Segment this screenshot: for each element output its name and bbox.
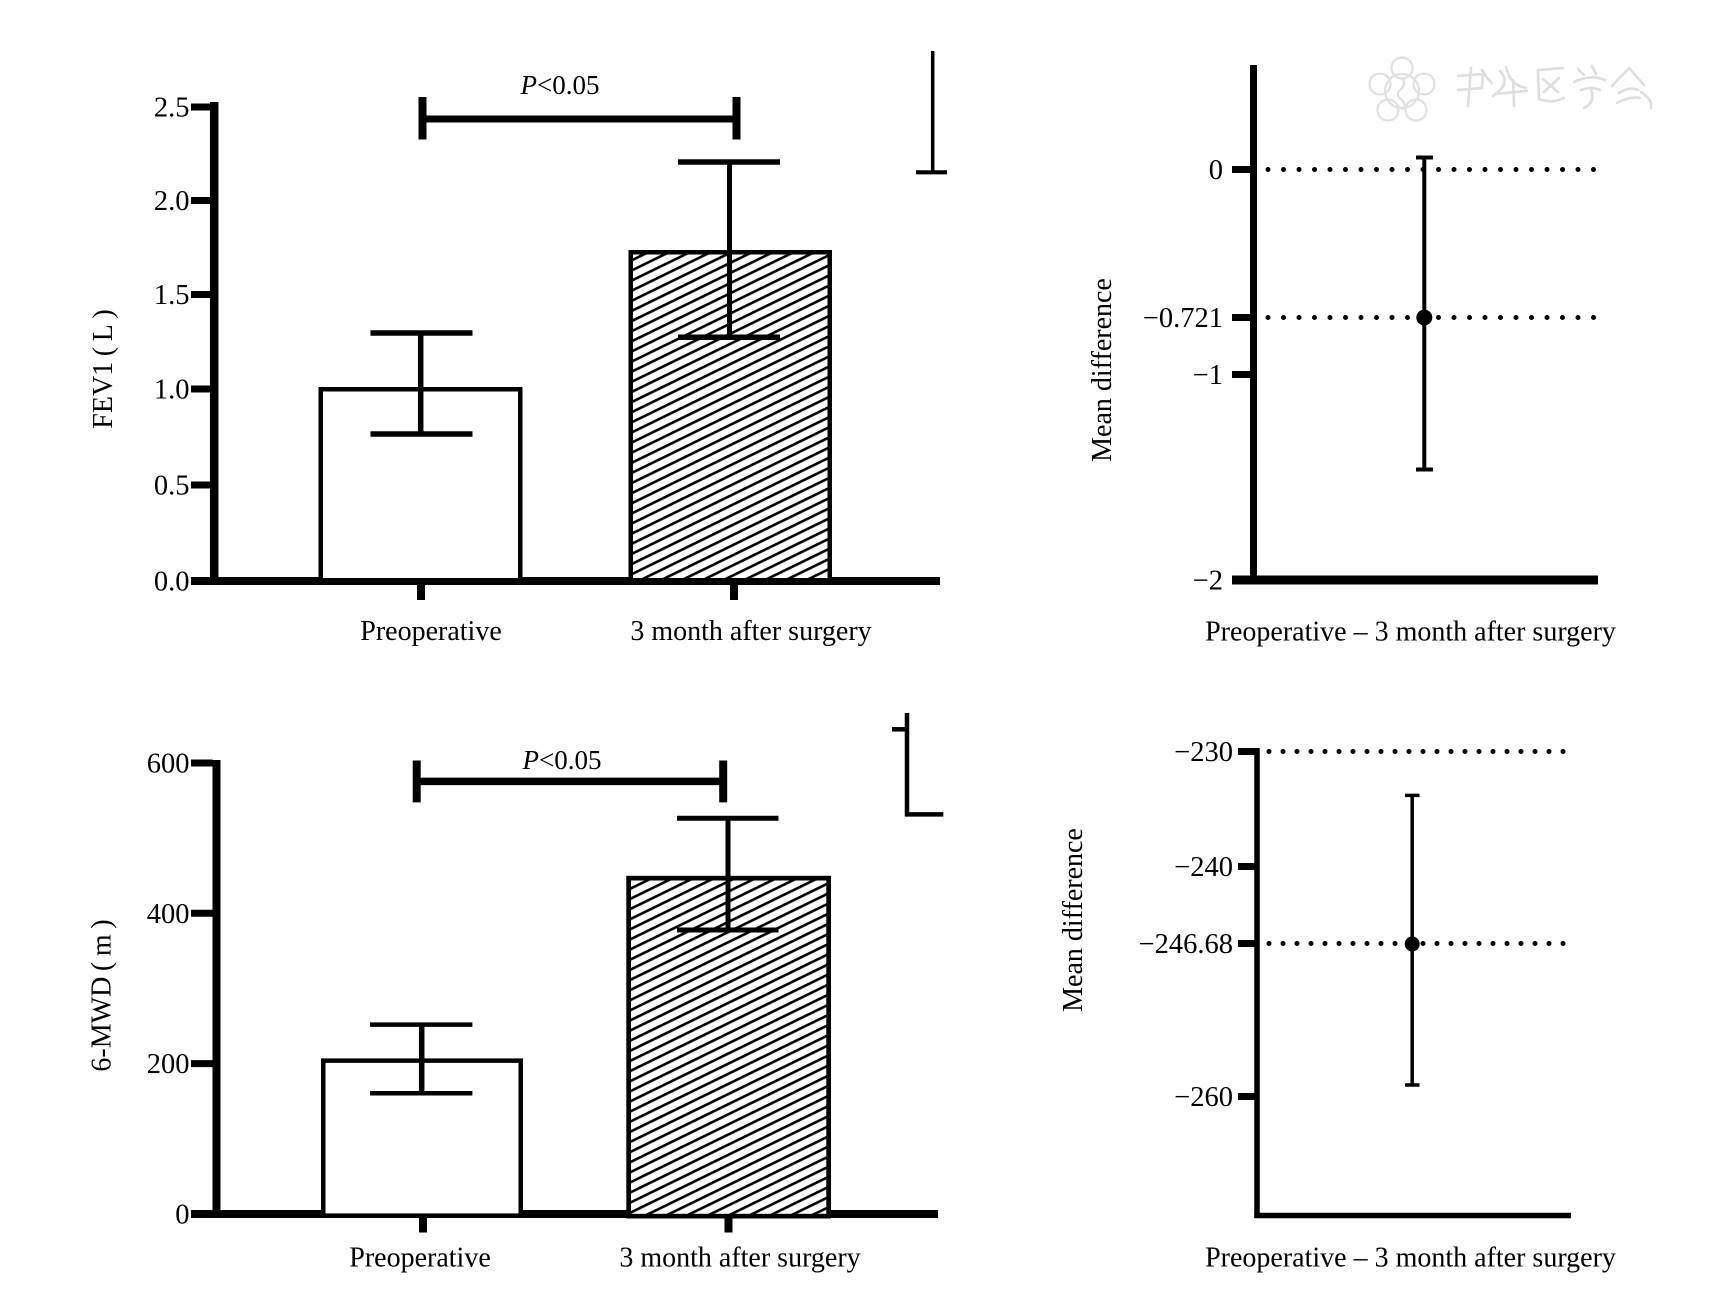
- svg-text:−240: −240: [1174, 852, 1233, 883]
- svg-text:P<0.05: P<0.05: [522, 745, 602, 775]
- svg-text:Mean difference: Mean difference: [1087, 278, 1118, 462]
- svg-text:0: 0: [1209, 155, 1223, 186]
- svg-text:200: 200: [147, 1049, 190, 1080]
- svg-text:−246.68: −246.68: [1139, 929, 1233, 960]
- svg-text:600: 600: [147, 749, 190, 780]
- svg-text:400: 400: [147, 899, 190, 930]
- svg-text:3 month after surgery: 3 month after surgery: [619, 1243, 860, 1274]
- svg-text:Preoperative – 3 month after s: Preoperative – 3 month after surgery: [1205, 617, 1616, 648]
- svg-text:3 month after surgery: 3 month after surgery: [630, 616, 871, 647]
- svg-text:0: 0: [175, 1200, 189, 1231]
- svg-text:FEV1 ( L ): FEV1 ( L ): [88, 309, 119, 428]
- svg-text:1.0: 1.0: [154, 375, 190, 406]
- svg-text:Mean difference: Mean difference: [1058, 828, 1089, 1012]
- svg-text:1.5: 1.5: [154, 280, 190, 311]
- svg-text:2.0: 2.0: [154, 186, 190, 217]
- svg-text:2.5: 2.5: [154, 93, 190, 124]
- svg-text:Preoperative: Preoperative: [360, 616, 502, 647]
- svg-text:−0.721: −0.721: [1143, 303, 1223, 334]
- svg-text:−260: −260: [1174, 1082, 1233, 1113]
- svg-text:P<0.05: P<0.05: [520, 70, 600, 100]
- svg-text:0.0: 0.0: [154, 567, 190, 598]
- svg-text:−1: −1: [1193, 360, 1223, 391]
- svg-text:−2: −2: [1193, 566, 1223, 597]
- svg-text:Preoperative: Preoperative: [349, 1243, 491, 1274]
- svg-text:Preoperative – 3 month after s: Preoperative – 3 month after surgery: [1205, 1242, 1616, 1273]
- svg-text:6-MWD ( m ): 6-MWD ( m ): [87, 919, 118, 1071]
- svg-text:−230: −230: [1174, 737, 1233, 768]
- svg-text:0.5: 0.5: [154, 471, 190, 502]
